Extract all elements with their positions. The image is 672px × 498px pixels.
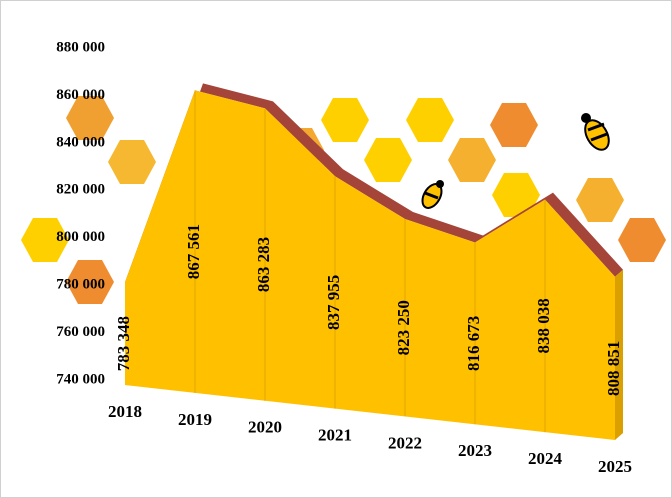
area-side	[615, 269, 623, 440]
value-label: 808 851	[604, 341, 623, 396]
y-tick-label: 820 000	[56, 182, 105, 198]
x-tick-label: 2025	[598, 457, 632, 476]
value-label: 783 348	[114, 316, 133, 371]
x-tick-label: 2024	[528, 449, 563, 468]
x-tick-label: 2022	[388, 433, 422, 452]
area	[125, 90, 615, 440]
x-tick-label: 2018	[108, 402, 142, 421]
y-tick-label: 860 000	[56, 87, 105, 103]
y-tick-label: 840 000	[56, 134, 105, 150]
value-label: 823 250	[394, 300, 413, 355]
x-tick-label: 2021	[318, 425, 352, 444]
bee	[581, 113, 610, 151]
x-tick-label: 2023	[458, 441, 492, 460]
x-tick-label: 2020	[248, 418, 282, 437]
value-label: 867 561	[184, 224, 203, 279]
value-label: 816 673	[464, 316, 483, 371]
value-label: 838 038	[534, 298, 553, 353]
y-tick-label: 740 000	[56, 371, 105, 387]
bee	[421, 180, 444, 209]
y-tick-label: 880 000	[56, 39, 105, 55]
y-tick-label: 800 000	[56, 229, 105, 245]
value-label: 863 283	[254, 237, 273, 292]
value-label: 837 955	[324, 275, 343, 330]
y-tick-label: 780 000	[56, 277, 105, 293]
y-tick-label: 760 000	[56, 324, 105, 340]
x-tick-label: 2019	[178, 410, 212, 429]
